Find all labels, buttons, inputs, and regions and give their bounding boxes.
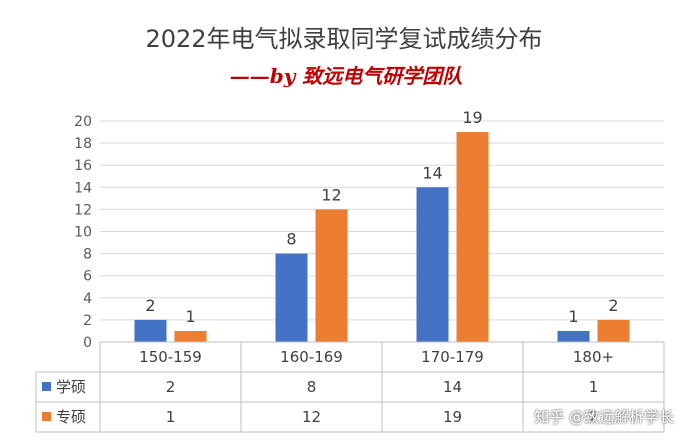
x-tick-label: 150-159 (139, 348, 202, 366)
legend-entry: 专硕 (56, 408, 86, 426)
bar-zhuanshuo (174, 330, 207, 342)
gridlines (100, 120, 664, 343)
watermark: 知乎 @致远解析学长 (534, 408, 674, 426)
bar-xueshuo (275, 253, 308, 342)
bar-zhuanshuo (456, 132, 489, 342)
table-cell: 12 (302, 408, 321, 426)
chart-subtitle: ——by 致远电气研学团队 (230, 64, 464, 88)
x-tick-label: 170-179 (421, 348, 484, 366)
bar-xueshuo (557, 330, 590, 342)
bars: 2 8 14 1 1 12 19 2 (134, 108, 630, 342)
data-label: 1 (568, 307, 578, 326)
y-tick-label: 10 (74, 225, 92, 241)
table-cell: 19 (443, 408, 462, 426)
y-tick-label: 12 (74, 202, 92, 218)
table-cell: 14 (443, 378, 462, 396)
y-tick-label: 8 (83, 247, 92, 263)
chart-title: 2022年电气拟录取同学复试成绩分布 (145, 25, 542, 53)
bar-xueshuo (134, 319, 167, 342)
y-tick-label: 4 (83, 291, 92, 307)
table-cell: 1 (589, 378, 599, 396)
data-label: 2 (608, 296, 618, 315)
bar-zhuanshuo (597, 319, 630, 342)
y-tick-label: 0 (83, 335, 92, 351)
y-tick-label: 16 (74, 158, 92, 174)
legend-swatch (42, 382, 51, 391)
y-tick-label: 20 (74, 114, 92, 130)
y-tick-label: 14 (74, 180, 92, 196)
bar-zhuanshuo (315, 209, 348, 342)
x-tick-label: 180+ (573, 348, 614, 366)
table-cell: 2 (589, 408, 599, 426)
y-tick-label: 2 (83, 313, 92, 329)
data-label: 2 (145, 296, 155, 315)
table-cell: 8 (307, 378, 317, 396)
y-tick-label: 6 (83, 269, 92, 285)
data-label: 1 (185, 307, 195, 326)
data-label: 14 (422, 163, 442, 182)
legend-swatch (42, 412, 51, 421)
data-label: 8 (286, 230, 296, 249)
data-label: 19 (462, 108, 482, 127)
data-table: 150-159 160-169 170-179 180+ 学硕 2 8 14 1 专硕 1 12 19 2 (35, 341, 665, 433)
bar-xueshuo (416, 187, 449, 342)
y-tick-label: 18 (74, 136, 92, 152)
x-tick-label: 160-169 (280, 348, 343, 366)
data-label: 12 (321, 185, 341, 204)
table-cell: 1 (166, 408, 176, 426)
y-axis: 0 2 4 6 8 10 12 14 16 18 20 (74, 114, 92, 351)
legend-entry: 学硕 (56, 378, 86, 396)
table-cell: 2 (166, 378, 176, 396)
